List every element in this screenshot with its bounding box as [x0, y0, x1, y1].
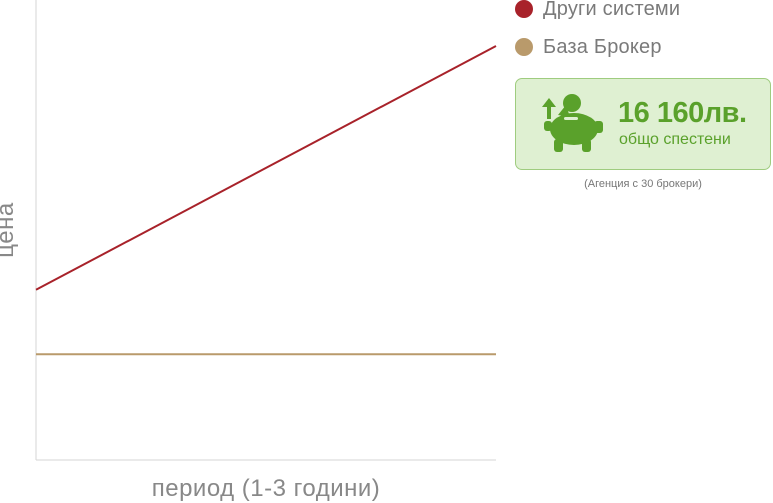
y-axis-title: цена	[0, 202, 19, 258]
series-line-other-systems	[35, 45, 497, 291]
savings-amount: 16 160лв.	[618, 97, 747, 129]
x-axis-title: период (1-3 години)	[151, 475, 381, 502]
savings-note: (Агенция с 30 брокери)	[584, 178, 702, 190]
legend-label: Други системи	[543, 0, 681, 20]
legend-marker	[515, 38, 533, 56]
legend-label: База Брокер	[543, 35, 662, 58]
savings-caption: общо спестени	[619, 131, 731, 148]
legend-item-baza-broker: База Брокер	[515, 35, 680, 58]
piggy-bank-icon	[542, 94, 603, 152]
chart-axes	[35, 0, 496, 461]
savings-card: 16 160лв. общо спестени	[515, 78, 771, 170]
legend-marker	[515, 0, 533, 18]
chart-series	[35, 45, 497, 356]
chart-legend: Други системи База Брокер	[515, 0, 681, 58]
legend-item-other-systems: Други системи	[515, 0, 681, 20]
